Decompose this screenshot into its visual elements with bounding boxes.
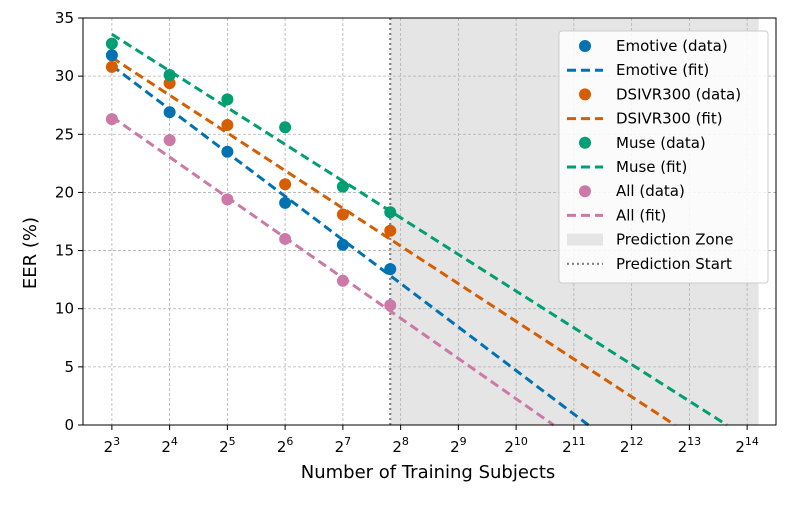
all-data-point	[384, 299, 397, 312]
x-tick-label: 211	[562, 435, 586, 456]
legend-label: All (fit)	[616, 206, 666, 224]
x-tick-label: 25	[219, 435, 236, 456]
legend-marker	[579, 136, 591, 149]
all-data-point	[279, 232, 292, 245]
y-axis-title: EER (%)	[20, 217, 41, 289]
x-tick-label: 212	[620, 435, 644, 456]
plot-frame	[82, 17, 777, 426]
dsivr300-data-point	[221, 118, 234, 131]
legend: Emotive (data) Emotive (fit) DSIVR300 (dat…	[558, 30, 769, 284]
x-tick-label: 24	[161, 435, 178, 456]
x-tick-label: 26	[277, 435, 294, 456]
x-axis-title: Number of Training Subjects	[301, 462, 556, 483]
y-tick-label: 30	[55, 67, 74, 85]
muse-data-point	[163, 68, 176, 81]
dsivr300-data-point	[336, 208, 349, 221]
muse-data-point	[221, 93, 234, 106]
muse-data-point	[105, 37, 118, 50]
legend-label: Muse (fit)	[616, 158, 687, 176]
dsivr300-data-point	[105, 60, 118, 73]
muse-data-point	[336, 180, 349, 193]
dsivr300-data-point	[384, 224, 397, 237]
emotive-data-point	[221, 145, 234, 158]
x-tick-label: 210	[504, 435, 528, 456]
legend-label: All (data)	[616, 182, 685, 200]
all-fit-line	[111, 115, 555, 427]
data-points-layer	[105, 37, 397, 312]
legend-marker	[579, 40, 591, 52]
y-tick-label: 15	[55, 242, 74, 260]
legend-patch	[567, 233, 603, 246]
legend-label: DSIVR300 (fit)	[616, 110, 723, 128]
legend-box	[558, 30, 769, 284]
y-tick-label: 10	[55, 300, 74, 318]
x-tick-label: 213	[678, 435, 702, 456]
y-tick-label: 5	[64, 358, 74, 376]
axis-ticks-layer: 0 5 10 15 20 25 30 35 23 24 25 26 27 28 29 210 211 212 213…	[55, 9, 759, 456]
y-tick-label: 0	[64, 416, 74, 434]
dsivr300-data-point	[279, 178, 292, 191]
fit-lines-layer	[110, 33, 728, 427]
legend-label: Prediction Zone	[616, 231, 733, 249]
legend-label: Muse (data)	[616, 134, 706, 152]
muse-data-point	[279, 121, 292, 134]
emotive-data-point	[384, 263, 397, 276]
muse-fit-line	[111, 33, 728, 427]
x-tick-label: 214	[735, 435, 759, 456]
legend-marker	[579, 88, 591, 101]
y-tick-label: 20	[55, 183, 74, 201]
legend-label: DSIVR300 (data)	[616, 85, 741, 103]
y-tick-label: 25	[55, 125, 74, 143]
all-data-point	[163, 134, 176, 147]
legend-label: Emotive (fit)	[616, 61, 709, 79]
x-tick-label: 29	[450, 435, 467, 456]
legend-label: Prediction Start	[616, 255, 732, 273]
x-tick-label: 27	[335, 435, 352, 456]
x-tick-label: 28	[392, 435, 409, 456]
x-tick-label: 23	[104, 435, 121, 456]
y-tick-label: 35	[55, 9, 74, 27]
emotive-data-point	[105, 49, 118, 62]
legend-label: Emotive (data)	[616, 37, 728, 55]
muse-data-point	[384, 206, 397, 219]
all-data-point	[105, 113, 118, 126]
emotive-data-point	[336, 238, 349, 251]
emotive-data-point	[163, 106, 176, 119]
emotive-fit-line	[110, 64, 590, 427]
all-data-point	[336, 274, 349, 287]
dsivr300-fit-line	[111, 56, 676, 427]
emotive-data-point	[279, 196, 292, 209]
all-data-point	[221, 193, 234, 206]
legend-marker	[579, 185, 591, 198]
